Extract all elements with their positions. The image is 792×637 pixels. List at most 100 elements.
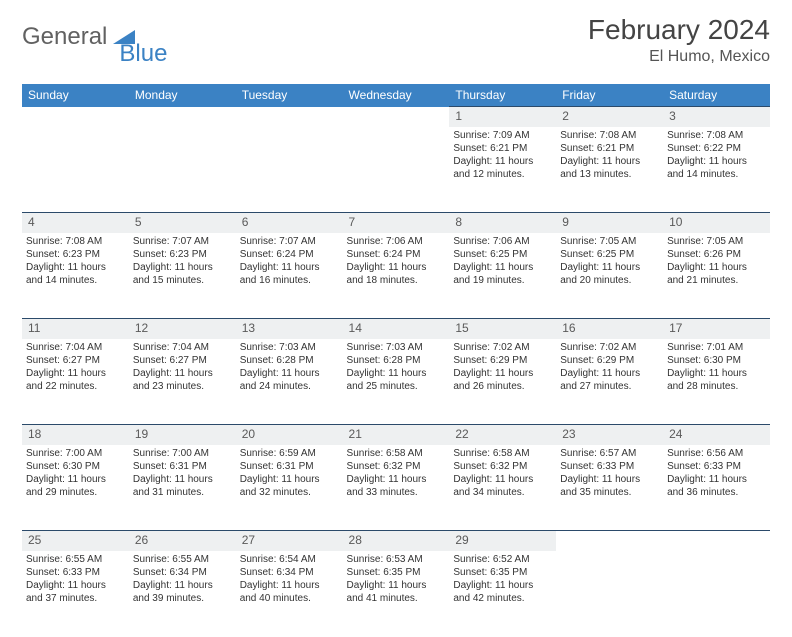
day-cell-content: Sunrise: 6:52 AMSunset: 6:35 PMDaylight:… <box>453 553 552 605</box>
weekday-header: Monday <box>129 84 236 107</box>
day-cell-content: Sunrise: 6:58 AMSunset: 6:32 PMDaylight:… <box>347 447 446 499</box>
day-cell: Sunrise: 7:07 AMSunset: 6:24 PMDaylight:… <box>236 233 343 319</box>
daylight-line-1: Daylight: 11 hours <box>347 473 446 486</box>
daylight-line-2: and 29 minutes. <box>26 486 125 499</box>
day-cell: Sunrise: 6:52 AMSunset: 6:35 PMDaylight:… <box>449 551 556 637</box>
daylight-line-1: Daylight: 11 hours <box>560 473 659 486</box>
day-cell-content: Sunrise: 7:00 AMSunset: 6:30 PMDaylight:… <box>26 447 125 499</box>
sunrise-line: Sunrise: 6:59 AM <box>240 447 339 460</box>
week-row: Sunrise: 7:00 AMSunset: 6:30 PMDaylight:… <box>22 445 770 531</box>
day-cell: Sunrise: 7:03 AMSunset: 6:28 PMDaylight:… <box>343 339 450 425</box>
sunset-line: Sunset: 6:34 PM <box>133 566 232 579</box>
sunset-line: Sunset: 6:23 PM <box>26 248 125 261</box>
weekday-header: Wednesday <box>343 84 450 107</box>
day-cell: Sunrise: 7:09 AMSunset: 6:21 PMDaylight:… <box>449 127 556 213</box>
logo: General Blue <box>22 14 167 60</box>
day-cell <box>129 127 236 213</box>
sunrise-line: Sunrise: 7:07 AM <box>240 235 339 248</box>
day-number-cell <box>663 531 770 551</box>
sunrise-line: Sunrise: 6:53 AM <box>347 553 446 566</box>
sunrise-line: Sunrise: 7:08 AM <box>26 235 125 248</box>
day-number-cell: 24 <box>663 425 770 445</box>
sunrise-line: Sunrise: 6:57 AM <box>560 447 659 460</box>
day-cell-content: Sunrise: 6:56 AMSunset: 6:33 PMDaylight:… <box>667 447 766 499</box>
day-number-cell <box>236 107 343 127</box>
day-cell-content: Sunrise: 6:59 AMSunset: 6:31 PMDaylight:… <box>240 447 339 499</box>
daylight-line-2: and 36 minutes. <box>667 486 766 499</box>
day-number-cell: 22 <box>449 425 556 445</box>
sunset-line: Sunset: 6:28 PM <box>240 354 339 367</box>
sunrise-line: Sunrise: 7:04 AM <box>133 341 232 354</box>
daylight-line-2: and 26 minutes. <box>453 380 552 393</box>
sunset-line: Sunset: 6:33 PM <box>560 460 659 473</box>
daylight-line-1: Daylight: 11 hours <box>667 473 766 486</box>
sunrise-line: Sunrise: 7:02 AM <box>560 341 659 354</box>
day-cell: Sunrise: 7:07 AMSunset: 6:23 PMDaylight:… <box>129 233 236 319</box>
day-cell-content: Sunrise: 7:04 AMSunset: 6:27 PMDaylight:… <box>133 341 232 393</box>
weekday-header: Tuesday <box>236 84 343 107</box>
day-number-cell: 12 <box>129 319 236 339</box>
day-cell: Sunrise: 7:05 AMSunset: 6:25 PMDaylight:… <box>556 233 663 319</box>
sunrise-line: Sunrise: 6:55 AM <box>26 553 125 566</box>
day-cell: Sunrise: 6:57 AMSunset: 6:33 PMDaylight:… <box>556 445 663 531</box>
month-title: February 2024 <box>588 14 770 46</box>
sunset-line: Sunset: 6:27 PM <box>133 354 232 367</box>
day-number-cell: 13 <box>236 319 343 339</box>
daylight-line-2: and 31 minutes. <box>133 486 232 499</box>
day-cell <box>236 127 343 213</box>
day-number-cell: 3 <box>663 107 770 127</box>
day-cell: Sunrise: 6:56 AMSunset: 6:33 PMDaylight:… <box>663 445 770 531</box>
daylight-line-2: and 32 minutes. <box>240 486 339 499</box>
day-cell: Sunrise: 7:08 AMSunset: 6:23 PMDaylight:… <box>22 233 129 319</box>
sunrise-line: Sunrise: 7:08 AM <box>667 129 766 142</box>
day-cell: Sunrise: 7:00 AMSunset: 6:31 PMDaylight:… <box>129 445 236 531</box>
daylight-line-2: and 13 minutes. <box>560 168 659 181</box>
day-number-cell: 23 <box>556 425 663 445</box>
daylight-line-2: and 20 minutes. <box>560 274 659 287</box>
daylight-line-1: Daylight: 11 hours <box>347 261 446 274</box>
day-cell-content: Sunrise: 7:05 AMSunset: 6:26 PMDaylight:… <box>667 235 766 287</box>
day-cell: Sunrise: 6:59 AMSunset: 6:31 PMDaylight:… <box>236 445 343 531</box>
sunset-line: Sunset: 6:34 PM <box>240 566 339 579</box>
day-cell-content: Sunrise: 7:08 AMSunset: 6:21 PMDaylight:… <box>560 129 659 181</box>
daylight-line-2: and 28 minutes. <box>667 380 766 393</box>
daynum-row: 123 <box>22 107 770 127</box>
day-number-cell: 25 <box>22 531 129 551</box>
day-cell-content: Sunrise: 7:06 AMSunset: 6:24 PMDaylight:… <box>347 235 446 287</box>
daylight-line-1: Daylight: 11 hours <box>667 367 766 380</box>
day-cell: Sunrise: 7:01 AMSunset: 6:30 PMDaylight:… <box>663 339 770 425</box>
day-cell-content: Sunrise: 7:08 AMSunset: 6:23 PMDaylight:… <box>26 235 125 287</box>
daylight-line-2: and 21 minutes. <box>667 274 766 287</box>
daylight-line-1: Daylight: 11 hours <box>667 155 766 168</box>
day-number-cell: 16 <box>556 319 663 339</box>
sunrise-line: Sunrise: 7:06 AM <box>347 235 446 248</box>
sunset-line: Sunset: 6:23 PM <box>133 248 232 261</box>
week-row: Sunrise: 7:08 AMSunset: 6:23 PMDaylight:… <box>22 233 770 319</box>
daynum-row: 18192021222324 <box>22 425 770 445</box>
day-number-cell: 2 <box>556 107 663 127</box>
sunrise-line: Sunrise: 7:02 AM <box>453 341 552 354</box>
day-cell-content: Sunrise: 7:08 AMSunset: 6:22 PMDaylight:… <box>667 129 766 181</box>
day-cell: Sunrise: 7:02 AMSunset: 6:29 PMDaylight:… <box>556 339 663 425</box>
sunset-line: Sunset: 6:25 PM <box>453 248 552 261</box>
sunrise-line: Sunrise: 7:00 AM <box>133 447 232 460</box>
daylight-line-2: and 39 minutes. <box>133 592 232 605</box>
weekday-header: Thursday <box>449 84 556 107</box>
sunrise-line: Sunrise: 7:01 AM <box>667 341 766 354</box>
day-number-cell: 7 <box>343 213 450 233</box>
daylight-line-2: and 34 minutes. <box>453 486 552 499</box>
sunset-line: Sunset: 6:32 PM <box>453 460 552 473</box>
daylight-line-1: Daylight: 11 hours <box>26 261 125 274</box>
daylight-line-2: and 25 minutes. <box>347 380 446 393</box>
day-cell: Sunrise: 6:58 AMSunset: 6:32 PMDaylight:… <box>343 445 450 531</box>
sunset-line: Sunset: 6:35 PM <box>453 566 552 579</box>
daylight-line-2: and 42 minutes. <box>453 592 552 605</box>
day-cell: Sunrise: 6:58 AMSunset: 6:32 PMDaylight:… <box>449 445 556 531</box>
day-cell: Sunrise: 6:55 AMSunset: 6:34 PMDaylight:… <box>129 551 236 637</box>
day-number-cell <box>343 107 450 127</box>
day-cell: Sunrise: 7:00 AMSunset: 6:30 PMDaylight:… <box>22 445 129 531</box>
sunset-line: Sunset: 6:31 PM <box>240 460 339 473</box>
day-cell: Sunrise: 6:55 AMSunset: 6:33 PMDaylight:… <box>22 551 129 637</box>
daylight-line-2: and 14 minutes. <box>667 168 766 181</box>
daylight-line-2: and 19 minutes. <box>453 274 552 287</box>
